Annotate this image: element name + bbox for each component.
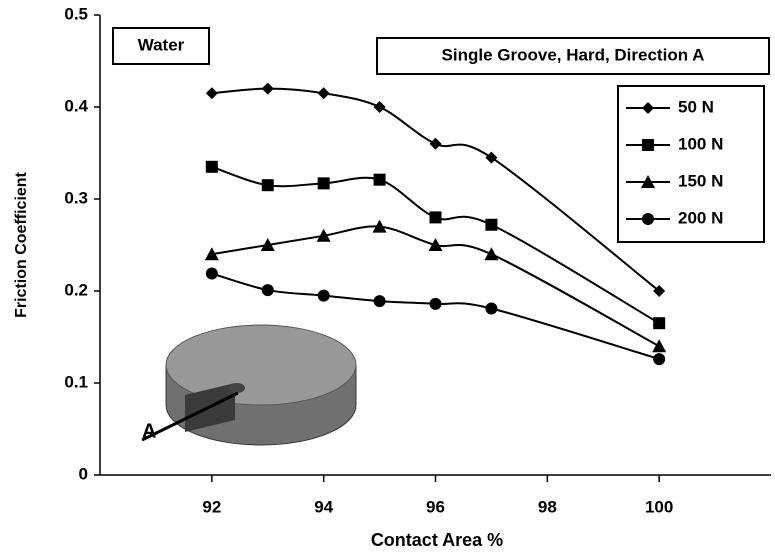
marker	[484, 247, 499, 261]
marker	[261, 284, 274, 297]
marker	[485, 151, 498, 164]
annotation-box	[112, 27, 210, 65]
x-axis-title: Contact Area %	[371, 530, 503, 550]
marker	[429, 137, 442, 150]
marker	[653, 285, 666, 297]
marker	[652, 339, 667, 353]
annotation-box	[376, 37, 770, 75]
legend-label: 200 N	[678, 208, 723, 227]
marker	[372, 219, 387, 233]
marker	[317, 177, 330, 190]
marker	[317, 87, 330, 100]
y-tick-label: 0.3	[64, 188, 88, 207]
x-tick-label: 94	[314, 497, 333, 516]
annotation: A	[142, 420, 156, 442]
marker	[260, 238, 275, 251]
marker	[373, 295, 386, 308]
legend-label: 150 N	[678, 171, 723, 190]
disc-illustration	[141, 324, 357, 446]
marker	[653, 353, 666, 366]
annotation: Single Groove, Hard, Direction A	[442, 45, 705, 64]
marker	[429, 211, 442, 224]
marker	[317, 289, 330, 302]
y-tick-label: 0	[79, 464, 88, 483]
legend-marker	[642, 102, 654, 114]
y-tick-label: 0.2	[64, 280, 88, 299]
marker	[205, 267, 218, 280]
marker	[485, 302, 498, 315]
marker	[373, 101, 386, 113]
legend-label: 50 N	[678, 97, 714, 116]
series-line	[211, 87, 660, 292]
marker	[204, 247, 219, 261]
legend-label: 100 N	[678, 134, 723, 153]
legend-box	[617, 85, 765, 243]
x-tick-label: 100	[645, 497, 673, 516]
y-tick-label: 0.1	[64, 372, 88, 391]
marker	[205, 160, 218, 173]
y-tick-label: 0.5	[64, 4, 88, 23]
marker	[316, 228, 331, 242]
legend-marker	[642, 213, 654, 225]
x-tick-label: 98	[538, 497, 557, 516]
legend-marker	[642, 139, 654, 151]
marker	[653, 317, 666, 330]
y-axis-title: Friction Coefficient	[13, 171, 30, 317]
marker	[428, 238, 443, 251]
legend-marker	[641, 175, 655, 188]
marker	[261, 82, 274, 95]
marker	[261, 179, 274, 192]
x-tick-label: 96	[426, 497, 445, 516]
y-tick-label: 0.4	[64, 96, 88, 115]
marker	[205, 87, 218, 100]
annotation: Water	[138, 35, 185, 54]
marker	[373, 173, 386, 186]
marker	[485, 218, 498, 231]
x-tick-label: 92	[202, 497, 221, 516]
marker	[429, 297, 442, 310]
